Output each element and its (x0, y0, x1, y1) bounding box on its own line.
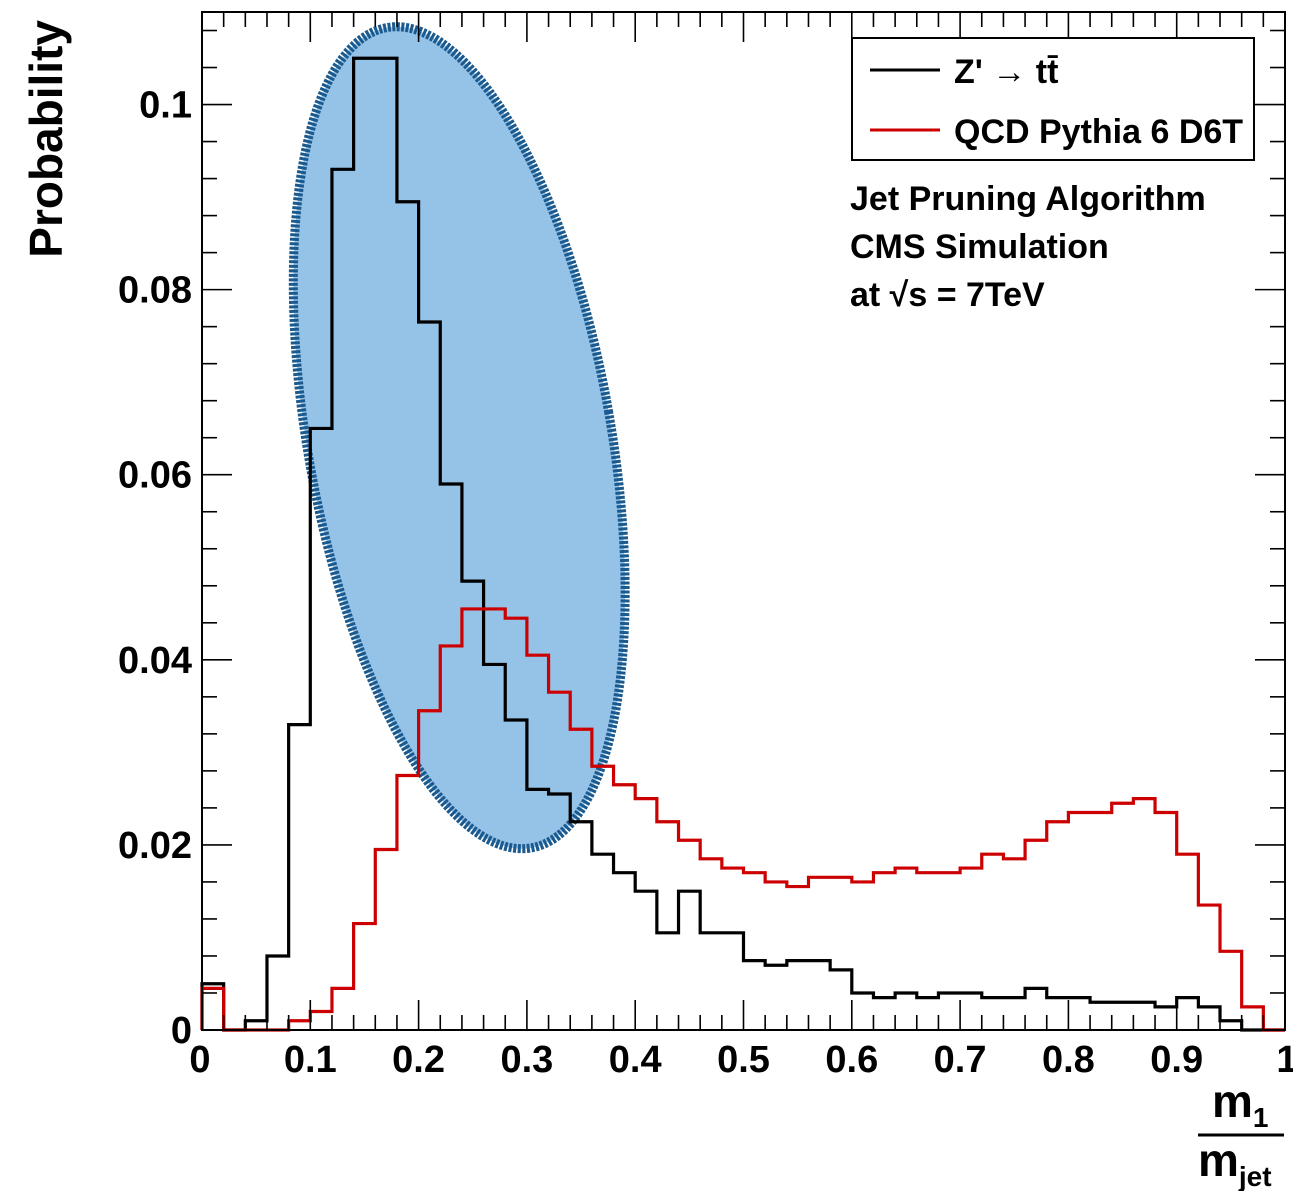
y-tick-label: 0.06 (118, 455, 192, 497)
x-tick-labels: 0 0.1 0.2 0.3 0.4 0.5 0.6 0.7 0.8 0.9 1 (189, 1039, 1293, 1081)
y-tick-label: 0.1 (139, 85, 192, 127)
x-axis-title-denominator: mjet (1198, 1134, 1272, 1191)
x-tick-label: 0.5 (717, 1039, 770, 1081)
legend: Z' → tt̄ QCD Pythia 6 D6T (851, 37, 1255, 161)
histogram-line-series-1 (200, 607, 1285, 1032)
x-tick-label: 0.8 (1042, 1039, 1095, 1081)
tick-layer (201, 12, 1286, 1031)
x-tick-label: 0.3 (500, 1039, 553, 1081)
legend-box (851, 37, 1255, 161)
annotation-line-3: at √s = 7TeV (850, 276, 1045, 314)
x-tick-label: 1 (1276, 1039, 1293, 1081)
y-tick-label: 0.04 (118, 640, 192, 682)
y-tick-label: 0 (171, 1010, 192, 1052)
x-tick-label: 0.2 (392, 1039, 445, 1081)
annotation-line-1: Jet Pruning Algorithm (850, 180, 1206, 218)
x-tick-label: 0.4 (609, 1039, 662, 1081)
series-layer (200, 56, 1285, 1032)
histogram-line-series-0 (200, 56, 1285, 1032)
legend-label-series-0: Z' → tt̄ (954, 53, 1059, 91)
annotation-block: Jet Pruning Algorithm CMS Simulation at … (850, 180, 1206, 314)
y-tick-label: 0.08 (118, 270, 192, 312)
x-axis-title-numerator: m1 (1212, 1075, 1268, 1133)
x-axis-title: m1 mjet (1198, 1075, 1284, 1191)
x-tick-label: 0.1 (284, 1039, 337, 1081)
y-tick-label: 0.02 (118, 825, 192, 867)
x-tick-label: 0.6 (825, 1039, 878, 1081)
highlight-layer (288, 22, 630, 854)
x-tick-label: 0 (189, 1039, 210, 1081)
x-tick-label: 0.7 (934, 1039, 987, 1081)
x-tick-label: 0.9 (1150, 1039, 1203, 1081)
y-axis-title: Probability (20, 20, 72, 258)
y-tick-labels: 0 0.02 0.04 0.06 0.08 0.1 (118, 85, 192, 1052)
annotation-line-2: CMS Simulation (850, 228, 1109, 266)
highlight-ellipse (288, 22, 630, 854)
legend-label-series-1: QCD Pythia 6 D6T (954, 113, 1243, 151)
